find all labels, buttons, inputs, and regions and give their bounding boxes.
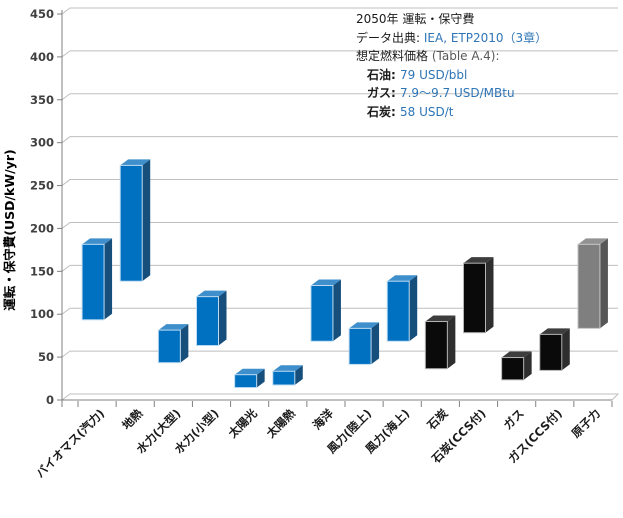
gridline-100 bbox=[61, 307, 618, 315]
x-category-label-9: 石炭 bbox=[424, 406, 451, 433]
fuel-header-note: (Table A.4): bbox=[431, 49, 500, 63]
x-category-label-1: 地熱 bbox=[119, 406, 146, 433]
gridline-450 bbox=[61, 7, 618, 15]
coal-price-line: 石炭: 58 USD/t bbox=[356, 103, 547, 122]
gridline-350 bbox=[61, 93, 618, 101]
y-tick-label-200: 200 bbox=[30, 221, 54, 235]
y-tick-label-150: 150 bbox=[30, 264, 54, 278]
bar-7 bbox=[348, 327, 372, 365]
coal-label: 石炭: bbox=[367, 104, 400, 119]
bar-6 bbox=[310, 284, 334, 342]
bar-top-1 bbox=[120, 159, 151, 166]
annotation-box: 2050年 運転・保守費 データ出典: IEA, ETP2010（3章） 想定燃… bbox=[356, 10, 547, 121]
bar-0 bbox=[81, 243, 105, 321]
bar-side-6 bbox=[332, 279, 341, 342]
source-label: データ出典: bbox=[356, 30, 424, 45]
gridline-250 bbox=[61, 179, 618, 186]
gas-price-line: ガス: 7.9～9.7 USD/MBtu bbox=[356, 84, 547, 103]
bar-top-13 bbox=[577, 238, 608, 245]
gas-value: 7.9～9.7 USD/MBtu bbox=[399, 86, 515, 100]
bar-side-7 bbox=[371, 322, 380, 365]
floor-plane bbox=[60, 393, 620, 401]
source-value: IEA, ETP2010（3章） bbox=[423, 30, 548, 45]
bar-side-11 bbox=[523, 351, 532, 380]
bar-top-2 bbox=[158, 324, 189, 331]
bar-top-4 bbox=[234, 368, 265, 375]
bar-side-10 bbox=[485, 257, 494, 333]
y-tick-label-450: 450 bbox=[30, 7, 54, 21]
bar-top-8 bbox=[387, 275, 418, 282]
bar-side-4 bbox=[256, 368, 265, 388]
x-category-label-4: 太陽光 bbox=[225, 406, 260, 441]
bar-side-13 bbox=[599, 238, 608, 329]
bar-side-0 bbox=[104, 238, 113, 320]
oil-value: 79 USD/bbl bbox=[399, 67, 468, 82]
annotation-title: 2050年 運転・保守費 bbox=[356, 12, 475, 26]
gas-label: ガス: bbox=[367, 86, 400, 100]
x-category-label-0: バイオマス(汽力) bbox=[33, 406, 107, 480]
bar-5 bbox=[272, 370, 296, 386]
bar-side-1 bbox=[142, 159, 151, 282]
bar-top-7 bbox=[349, 322, 380, 329]
bar-side-9 bbox=[447, 315, 456, 369]
bar-side-2 bbox=[180, 324, 189, 363]
bar-10 bbox=[463, 262, 486, 334]
gridline-400 bbox=[61, 50, 618, 58]
x-category-label-11: ガス bbox=[501, 406, 527, 432]
bar-2 bbox=[157, 329, 181, 364]
y-tick-label-350: 350 bbox=[30, 93, 54, 107]
bar-top-0 bbox=[82, 238, 113, 245]
oil-price-line: 石油: 79 USD/bbl bbox=[356, 66, 547, 85]
bar-side-3 bbox=[218, 290, 227, 346]
bar-1 bbox=[119, 164, 143, 282]
coal-value: 58 USD/t bbox=[399, 104, 454, 119]
bar-top-6 bbox=[310, 279, 341, 286]
bar-top-3 bbox=[196, 290, 227, 297]
y-axis-title: 運転・保守費(USD/kW/yr) bbox=[2, 149, 17, 311]
gridline-150 bbox=[61, 264, 618, 272]
oil-label: 石油: bbox=[367, 67, 400, 82]
annotation-title-line: 2050年 運転・保守費 bbox=[356, 10, 547, 29]
x-category-label-6: 海洋 bbox=[310, 406, 337, 433]
y-tick-label-400: 400 bbox=[30, 50, 54, 64]
x-category-label-5: 太陽熱 bbox=[263, 406, 298, 441]
bar-3 bbox=[196, 296, 219, 347]
y-tick-label-50: 50 bbox=[38, 350, 54, 364]
y-tick-label-250: 250 bbox=[30, 179, 54, 193]
gridline-50 bbox=[61, 350, 618, 358]
bar-top-12 bbox=[539, 328, 570, 335]
bar-side-12 bbox=[561, 328, 570, 371]
bar-11 bbox=[501, 357, 525, 381]
gridline-300 bbox=[61, 136, 618, 144]
fuel-header: 想定燃料価格 bbox=[356, 49, 432, 63]
bar-side-8 bbox=[409, 275, 418, 342]
bar-side-5 bbox=[294, 365, 303, 385]
bar-13 bbox=[577, 243, 601, 329]
bar-top-10 bbox=[463, 257, 494, 264]
y-tick-label-300: 300 bbox=[30, 136, 54, 150]
bar-4 bbox=[234, 374, 258, 389]
bar-12 bbox=[539, 333, 563, 371]
bar-top-5 bbox=[272, 365, 303, 372]
y-tick-label-100: 100 bbox=[30, 307, 54, 321]
annotation-fuel-header-line: 想定燃料価格 (Table A.4): bbox=[356, 47, 547, 66]
bar-top-11 bbox=[501, 351, 532, 358]
bar-9 bbox=[424, 321, 448, 370]
gridline-200 bbox=[61, 221, 618, 229]
x-category-label-13: 原子力 bbox=[569, 406, 603, 440]
bar-8 bbox=[386, 280, 410, 342]
y-tick-label-0: 0 bbox=[46, 393, 54, 407]
annotation-source-line: データ出典: IEA, ETP2010（3章） bbox=[356, 29, 547, 48]
bar-top-9 bbox=[425, 315, 456, 322]
